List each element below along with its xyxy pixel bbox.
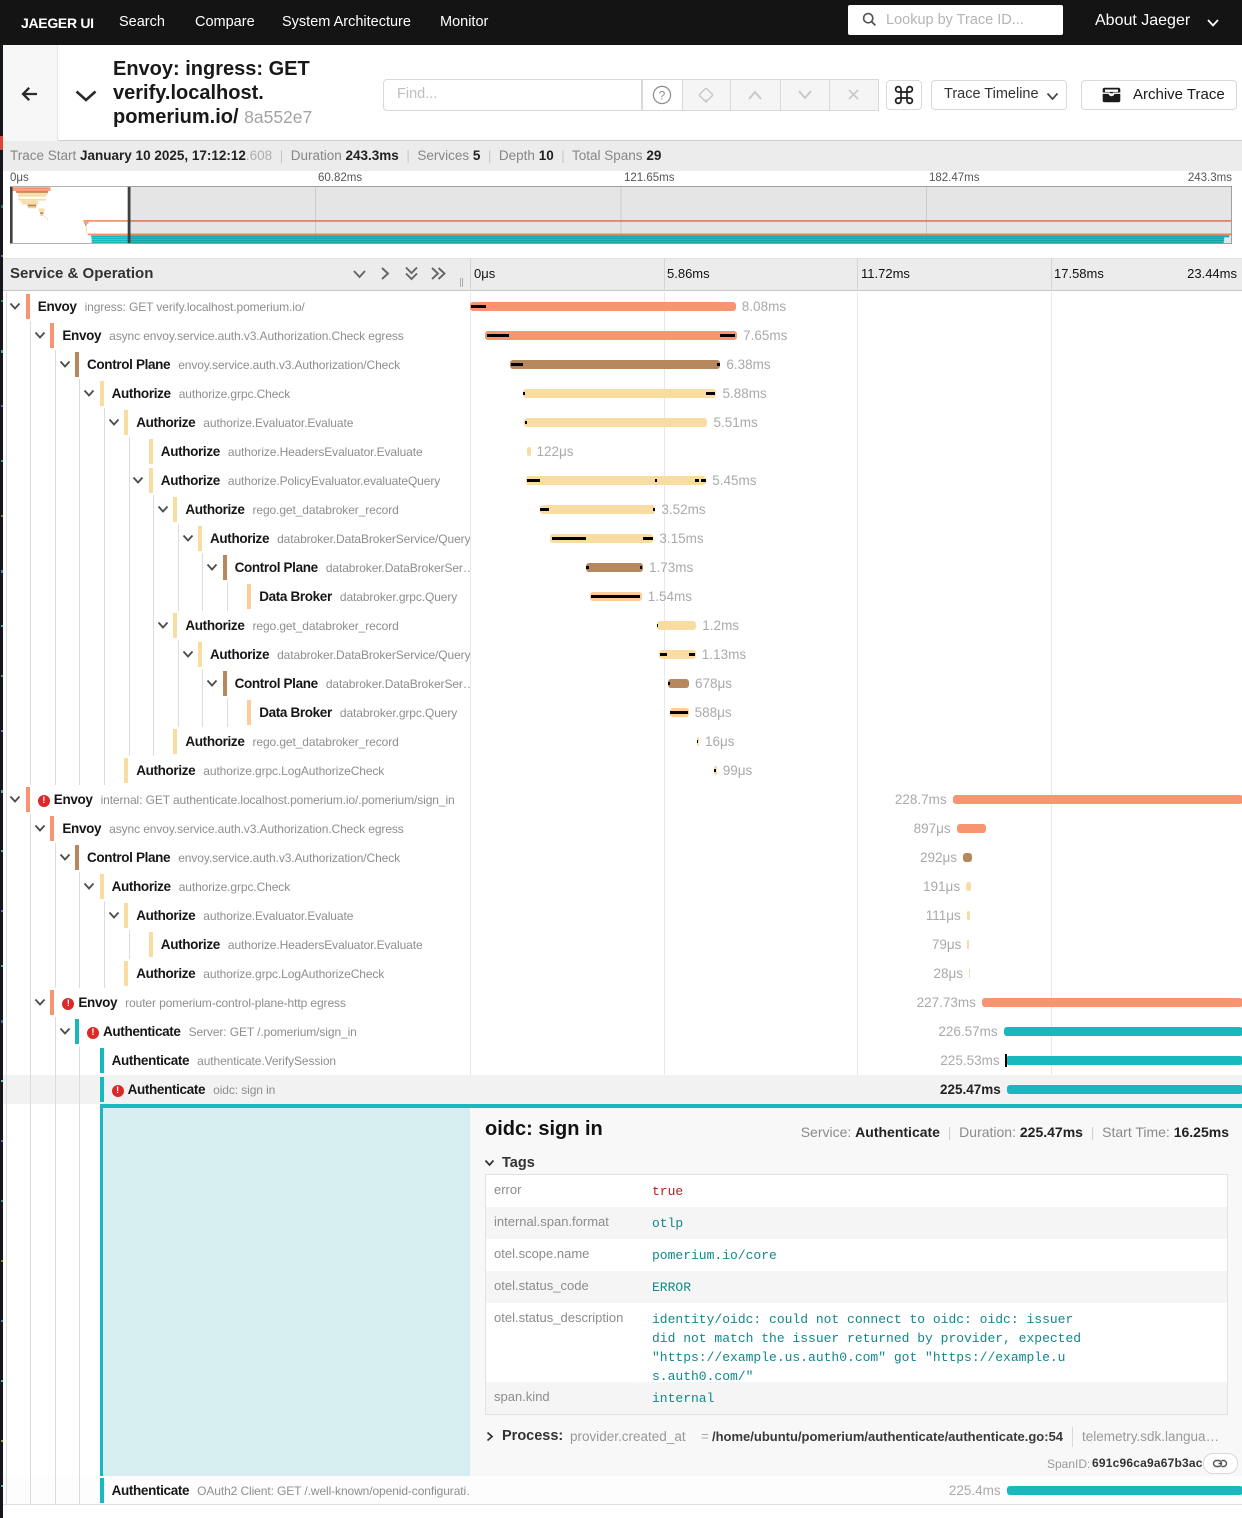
svg-text:?: ? [659, 88, 666, 102]
